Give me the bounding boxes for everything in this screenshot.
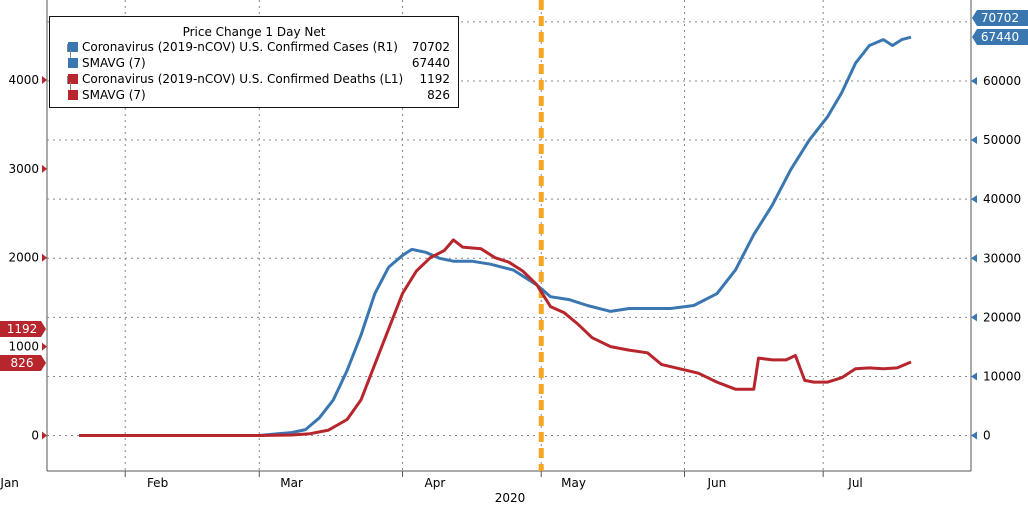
- value-tag-right: [972, 10, 1028, 26]
- legend-value-cases-smavg: 67440: [411, 56, 450, 70]
- right-tick-marker: [971, 254, 977, 263]
- value-tag-left: [0, 355, 46, 371]
- value-tag-text: 67440: [981, 30, 1019, 44]
- left-tick-marker: [42, 342, 47, 351]
- left-tick-marker: [42, 75, 47, 84]
- legend: Price Change 1 Day Net Coronavirus (2019…: [49, 16, 459, 108]
- legend-row-cases-smavg: SMAVG (7) 67440: [64, 50, 450, 72]
- right-tick-label: 40000: [983, 192, 1021, 206]
- cases-swatch: [68, 42, 78, 52]
- left-tick-label: 2000: [8, 251, 39, 265]
- left-tick-label: 4000: [8, 73, 39, 87]
- right-tick-marker: [971, 76, 977, 85]
- x-tick-label: Feb: [147, 476, 168, 490]
- legend-value-deaths-smavg: 826: [427, 88, 450, 102]
- right-tick-label: 20000: [983, 310, 1021, 324]
- x-tick-label: Mar: [280, 476, 303, 490]
- left-tick-label: 0: [31, 428, 39, 442]
- right-tick-marker: [971, 136, 977, 145]
- value-tag-text: 70702: [981, 11, 1019, 25]
- right-tick-label: 60000: [983, 74, 1021, 88]
- right-tick-label: 0: [983, 429, 991, 443]
- left-tick-label: 3000: [8, 162, 39, 176]
- cases-series-line: [79, 35, 912, 437]
- left-tick-marker: [42, 253, 47, 262]
- left-tick-marker: [42, 164, 47, 173]
- x-tick-label: May: [561, 476, 586, 490]
- legend-label-deaths-smavg: SMAVG (7): [82, 88, 146, 102]
- legend-row-deaths-smavg: SMAVG (7) 826: [64, 82, 450, 104]
- x-tick-label: Jun: [706, 476, 726, 490]
- legend-row-deaths: Coronavirus (2019-nCOV) U.S. Confirmed D…: [64, 72, 450, 88]
- left-tick-marker: [42, 431, 47, 440]
- x-tick-label: Apr: [425, 476, 446, 490]
- right-tick-label: 10000: [983, 369, 1021, 383]
- right-tick-marker: [971, 195, 977, 204]
- x-year-label: 2020: [495, 491, 526, 505]
- legend-label-deaths: Coronavirus (2019-nCOV) U.S. Confirmed D…: [82, 72, 404, 86]
- x-tick-label: Jan: [0, 476, 19, 490]
- right-tick-marker: [971, 431, 977, 440]
- deaths-smavg-swatch: [68, 90, 78, 100]
- right-tick-label: 30000: [983, 251, 1021, 265]
- legend-row-cases: Coronavirus (2019-nCOV) U.S. Confirmed C…: [64, 40, 450, 56]
- deaths-series-line: [79, 238, 912, 437]
- right-tick-label: 50000: [983, 133, 1021, 147]
- left-tick-label: 1000: [8, 340, 39, 354]
- x-tick-label: Jul: [847, 476, 862, 490]
- right-tick-marker: [971, 313, 977, 322]
- value-tag-left: [0, 321, 46, 337]
- value-tag-text: 1192: [7, 322, 38, 336]
- value-tag-text: 826: [11, 356, 34, 370]
- legend-label-cases: Coronavirus (2019-nCOV) U.S. Confirmed C…: [82, 40, 398, 54]
- right-tick-marker: [971, 372, 977, 381]
- cases-smavg-swatch: [68, 58, 78, 68]
- deaths-swatch: [68, 74, 78, 84]
- legend-value-cases: 70702: [411, 40, 450, 54]
- value-tag-right: [972, 29, 1028, 45]
- legend-value-deaths: 1192: [419, 72, 450, 86]
- legend-label-cases-smavg: SMAVG (7): [82, 56, 146, 70]
- legend-title: Price Change 1 Day Net: [182, 25, 326, 39]
